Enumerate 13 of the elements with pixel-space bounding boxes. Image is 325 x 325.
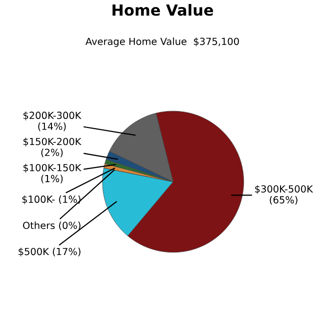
chart-title: Home Value: [112, 4, 214, 16]
category-label: Others (0%): [23, 222, 80, 230]
slice-label: $500K (17%): [18, 248, 80, 256]
chart-subtitle: Average Home Value $375,100: [86, 38, 239, 47]
data-label: (2%): [41, 148, 63, 158]
data-label: (1%): [41, 174, 63, 184]
slice-label: $200K-300K: [24, 112, 82, 120]
slice-label: $100K-150K: [24, 164, 82, 173]
data-label: (14%): [38, 122, 66, 132]
slice-label: $100K- (1%): [22, 195, 80, 204]
slice-label: $150K-200K: [24, 138, 82, 146]
slice-label: $300K-500K: [255, 185, 314, 194]
data-label: (65%): [270, 196, 298, 205]
